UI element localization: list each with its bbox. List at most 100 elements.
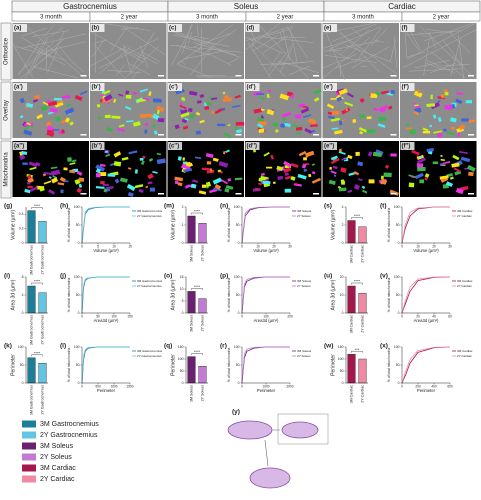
scale-bar bbox=[313, 134, 319, 136]
y-tick-label: 15 bbox=[180, 275, 184, 279]
scale-bar bbox=[468, 75, 474, 77]
mito-segment bbox=[54, 115, 61, 122]
y-tick-label: 0 bbox=[342, 381, 344, 385]
mito-segment bbox=[389, 189, 400, 196]
mito-segment bbox=[190, 183, 197, 189]
mito-segment bbox=[274, 128, 279, 133]
x-axis-label: Perimeter bbox=[417, 388, 436, 393]
mito-segment bbox=[326, 103, 335, 109]
mito-segment bbox=[199, 119, 205, 124]
y-axis-label: Volume (µm³) bbox=[330, 210, 336, 240]
significance-bracket bbox=[351, 217, 363, 219]
mito-segment bbox=[442, 184, 449, 189]
mito-segment bbox=[340, 167, 347, 173]
texture bbox=[452, 56, 465, 66]
mito-segment bbox=[327, 111, 333, 116]
x-tick-label: 2Y Gastrocnemius bbox=[40, 245, 44, 275]
texture bbox=[36, 24, 56, 44]
mito-segment bbox=[223, 151, 226, 155]
mito-segment bbox=[440, 93, 445, 99]
texture bbox=[44, 38, 65, 55]
x-tick-label: 10 bbox=[112, 244, 116, 248]
mito-segment bbox=[95, 164, 106, 172]
label-bg bbox=[90, 142, 105, 150]
mito-segment bbox=[113, 151, 122, 158]
mito-segment bbox=[368, 179, 375, 184]
mito-icon bbox=[249, 467, 291, 489]
diagram-box bbox=[277, 413, 329, 445]
texture bbox=[361, 65, 368, 68]
mito-segment bbox=[383, 172, 392, 178]
mito-segment bbox=[69, 169, 76, 174]
legend-swatch bbox=[22, 464, 36, 472]
panel-label: (p) bbox=[220, 273, 228, 280]
mito-segment bbox=[347, 154, 353, 160]
mito-segment bbox=[27, 182, 31, 185]
x-tick-label: 500 bbox=[95, 384, 101, 388]
mito-segment bbox=[344, 101, 354, 107]
y-tick-label: 2 bbox=[182, 205, 184, 209]
bar bbox=[358, 358, 367, 384]
mito-segment bbox=[386, 92, 394, 96]
significance: *** bbox=[355, 347, 360, 352]
mito-segment bbox=[426, 103, 436, 108]
mito-segment bbox=[439, 162, 445, 166]
mito-segment bbox=[181, 118, 187, 124]
mito-segment bbox=[19, 97, 25, 104]
texture bbox=[286, 25, 308, 59]
mito-segment bbox=[358, 127, 368, 133]
panel-label: (u) bbox=[324, 273, 332, 280]
mito-segment bbox=[437, 100, 441, 103]
y-tick-label: 100 bbox=[18, 345, 24, 349]
texture bbox=[140, 31, 143, 33]
mito-segment bbox=[145, 185, 149, 189]
mito-segment bbox=[284, 175, 292, 180]
y-tick-label: 0 bbox=[238, 381, 240, 385]
significance-bracket bbox=[31, 282, 43, 285]
cdf-line bbox=[241, 276, 290, 314]
bar bbox=[358, 293, 367, 314]
mito-segment bbox=[253, 149, 257, 153]
x-tick-label: 3M Gastrocnemius bbox=[29, 245, 33, 275]
x-tick-label: 0 bbox=[241, 244, 243, 248]
texture bbox=[248, 37, 284, 54]
texture bbox=[124, 46, 159, 79]
mito-segment bbox=[132, 121, 141, 127]
x-tick-label: 2Y Cardiac bbox=[360, 385, 364, 403]
legend-label: 2Y Soleus bbox=[297, 354, 311, 358]
mito-segment bbox=[125, 105, 132, 111]
significance: **** bbox=[354, 279, 361, 284]
texture bbox=[32, 30, 70, 37]
mito-segment bbox=[40, 104, 49, 112]
mito-segment bbox=[411, 149, 420, 156]
mito-segment bbox=[212, 177, 222, 185]
mito-segment bbox=[103, 188, 108, 193]
mito-segment bbox=[366, 129, 376, 134]
mito-segment bbox=[180, 109, 188, 114]
axes bbox=[81, 207, 130, 244]
x-tick-label: 0 bbox=[401, 314, 403, 318]
mito-segment bbox=[468, 171, 474, 177]
x-axis-label: Area3d (µm²) bbox=[414, 318, 439, 323]
texture bbox=[18, 47, 58, 80]
panel-label: (e') bbox=[324, 85, 333, 91]
panel-label: (e'') bbox=[324, 144, 334, 150]
mito-segment bbox=[295, 132, 302, 135]
texture bbox=[245, 26, 293, 41]
mito-segment bbox=[442, 128, 448, 132]
mito-segment bbox=[211, 97, 218, 101]
mito-segment bbox=[311, 171, 316, 175]
label-bg bbox=[245, 24, 260, 32]
x-tick-label: 2000 bbox=[286, 384, 293, 388]
mito-segment bbox=[79, 90, 88, 96]
texture bbox=[22, 27, 47, 36]
texture bbox=[404, 32, 408, 57]
y-tick-label: 0 bbox=[78, 311, 80, 315]
texture bbox=[268, 52, 281, 70]
mito-segment bbox=[47, 129, 54, 133]
mito-segment bbox=[445, 181, 453, 187]
panel-label: (s) bbox=[324, 203, 332, 210]
mito-segment bbox=[334, 129, 343, 135]
texture bbox=[192, 41, 242, 58]
mito-segment bbox=[66, 103, 71, 107]
